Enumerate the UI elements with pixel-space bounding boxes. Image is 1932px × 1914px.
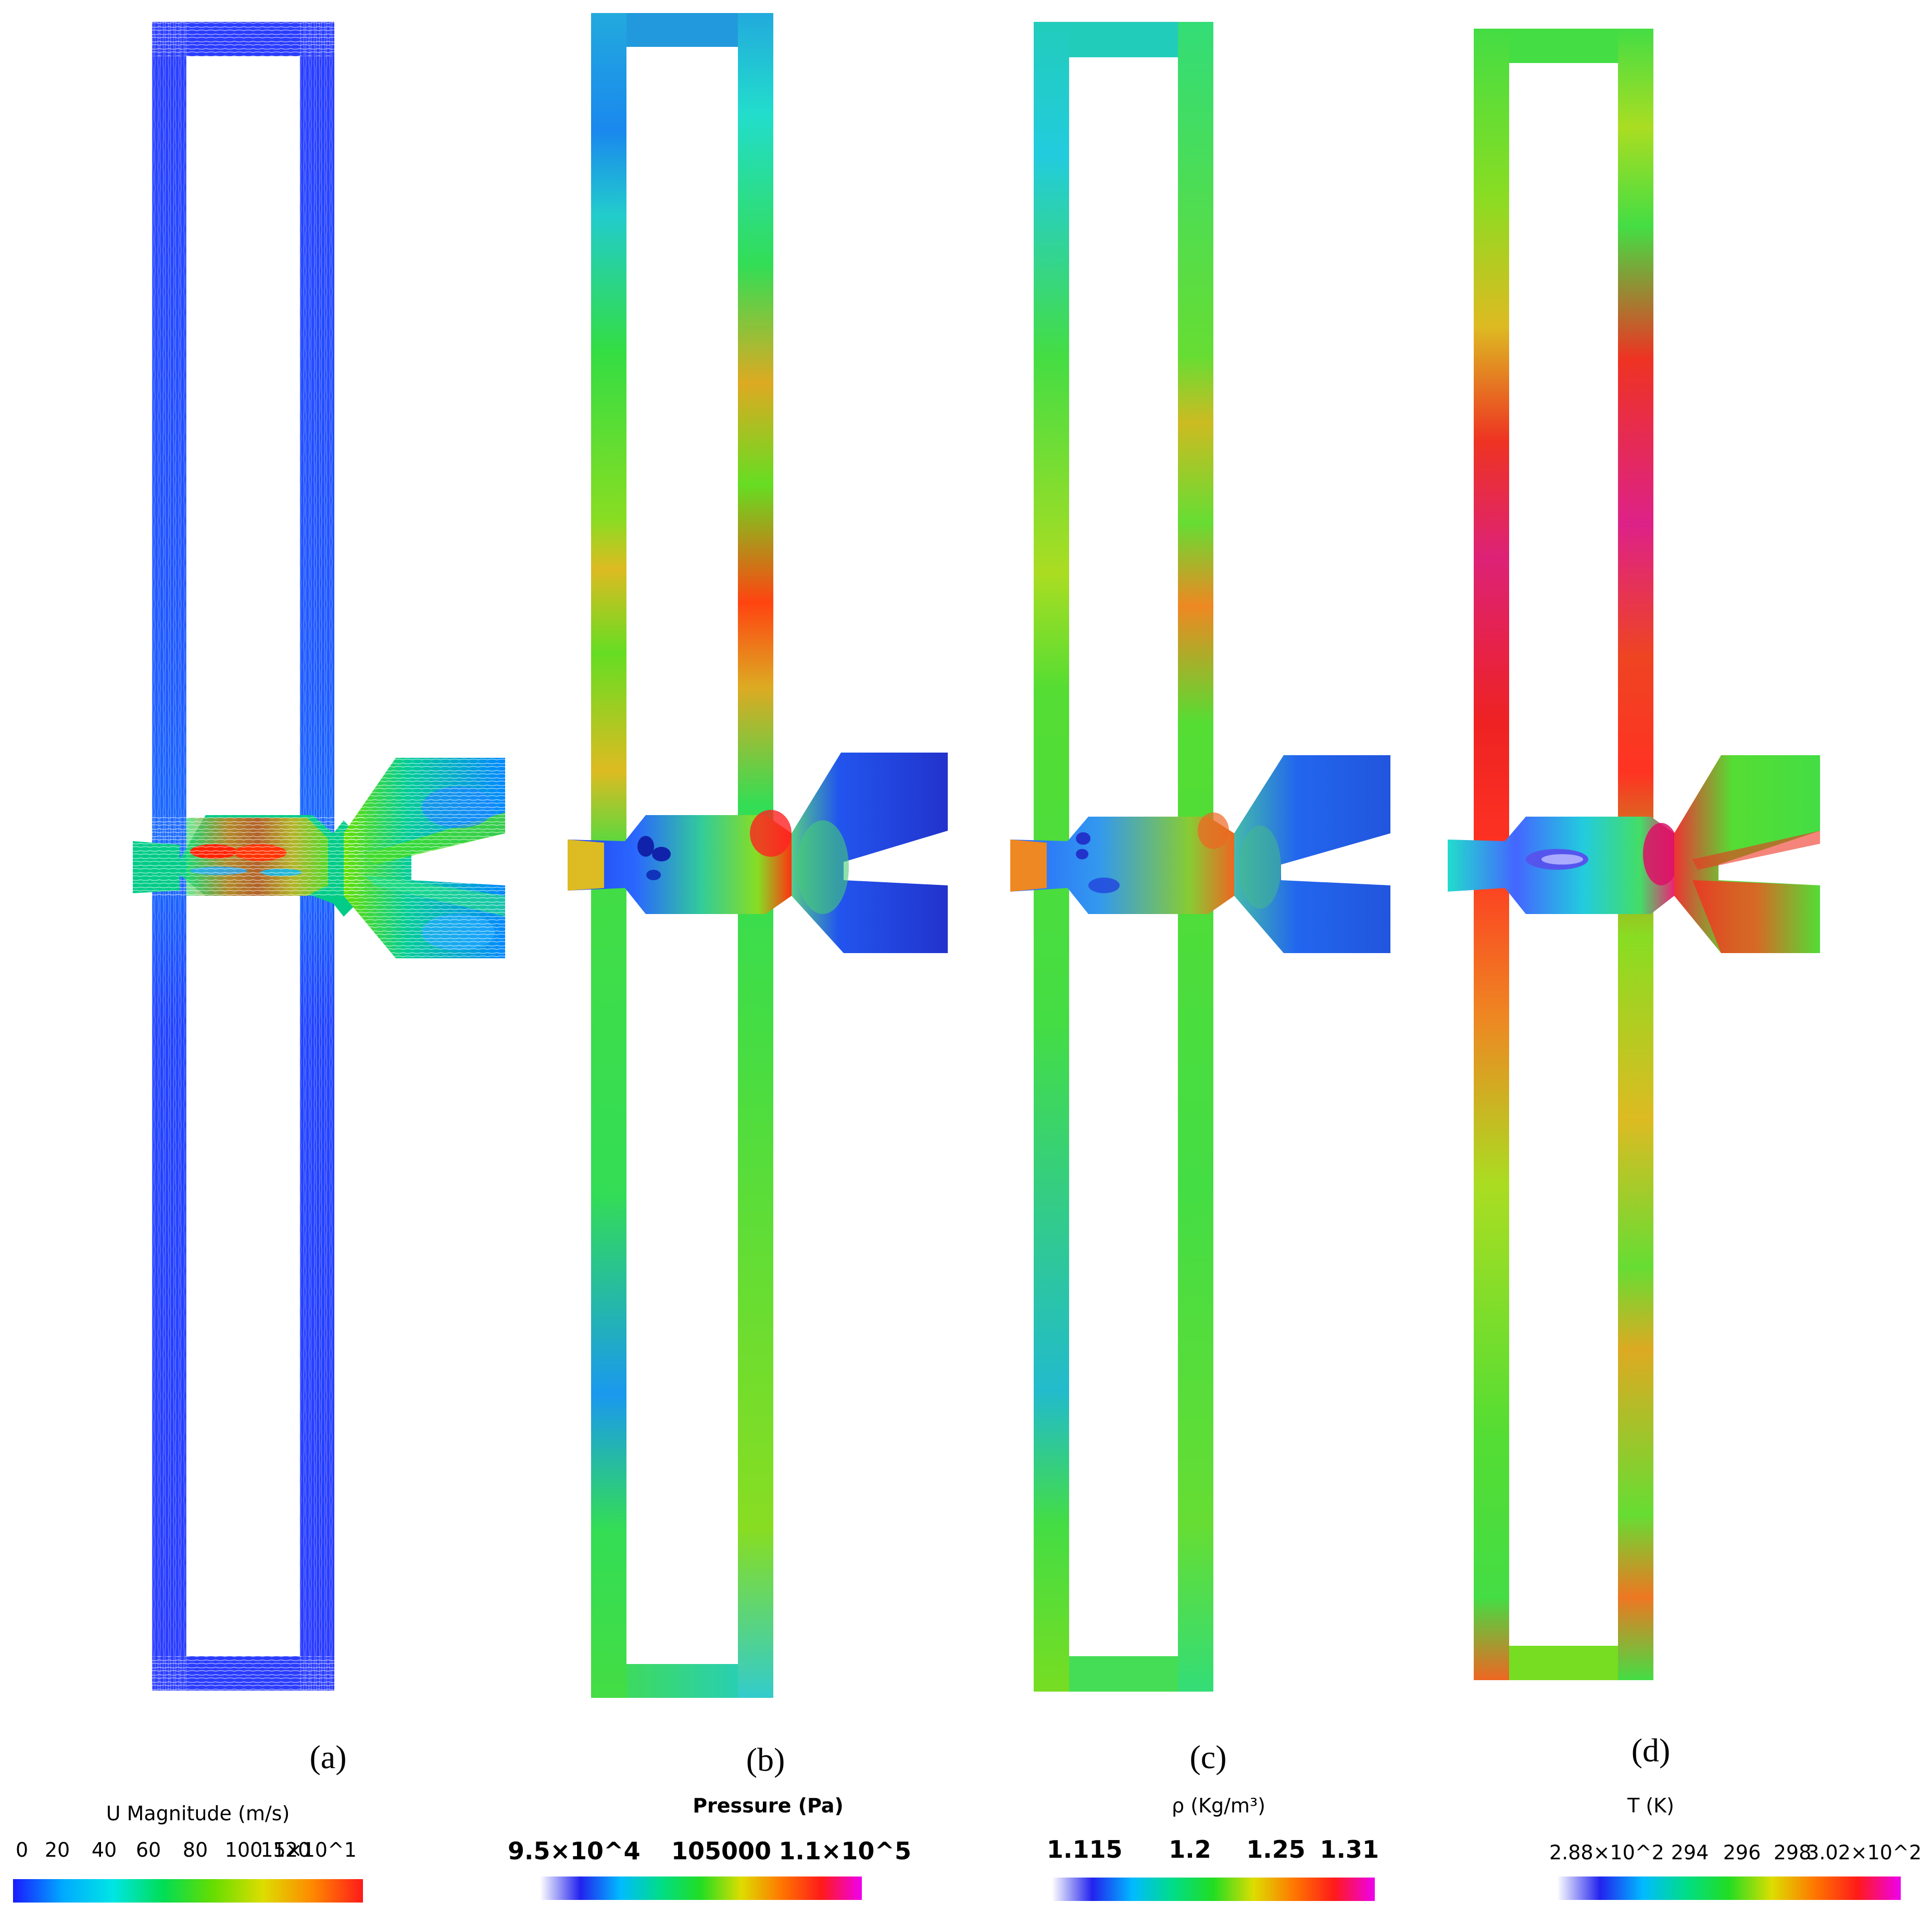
colorbar-d-title: T (K) <box>1627 1794 1674 1817</box>
panel-c-label: (c) <box>1189 1738 1226 1775</box>
colorbar-a-tick-label: 15×10^1 <box>260 1838 357 1861</box>
panel-c-outlet <box>1234 755 1390 953</box>
colorbar-a-tick-label: 120 <box>273 1838 311 1861</box>
colorbar-b-tick-label: 9.5×10^4 <box>508 1837 641 1865</box>
panel-c-chamber <box>1010 817 1234 914</box>
colorbar-a-tick-label: 40 <box>92 1838 117 1861</box>
colorbar-b-title: Pressure (Pa) <box>693 1794 844 1817</box>
colorbar-b <box>540 1877 862 1900</box>
colorbar-b-tick-label: 1.1×10^5 <box>779 1837 911 1865</box>
colorbar-a-tick-label: 100 <box>225 1838 263 1861</box>
colorbar-b-tick-label: 105000 <box>671 1837 771 1865</box>
panel-c-density-field <box>1010 22 1390 1692</box>
colorbar-c-title: ρ (Kg/m³) <box>1172 1794 1265 1817</box>
colorbar-d-tick-label: 3.02×10^2 <box>1806 1841 1922 1864</box>
panel-b-chamber <box>568 815 792 914</box>
colorbar-a-tick-label: 60 <box>136 1838 161 1861</box>
panel-a-label: (a) <box>309 1738 346 1775</box>
colorbar-c-tick-label: 1.115 <box>1047 1835 1123 1863</box>
panel-b-label: (b) <box>746 1741 785 1778</box>
colorbar-a-tick-label: 0 <box>16 1838 28 1861</box>
colorbar-d-tick-label: 294 <box>1671 1841 1709 1864</box>
colorbar-a-tick-label: 80 <box>183 1838 208 1861</box>
panel-b-pressure-field <box>568 13 948 1698</box>
colorbar-c-tick-label: 1.2 <box>1169 1835 1211 1863</box>
colorbar-d <box>1557 1877 1901 1900</box>
colorbar-c <box>1052 1878 1375 1901</box>
colorbar-d-tick-label: 298 <box>1774 1841 1812 1864</box>
panel-a-velocity-streamlines <box>133 22 505 1691</box>
panel-d-temperature-field <box>1448 29 1820 1680</box>
colorbar-a-title: U Magnitude (m/s) <box>106 1802 290 1825</box>
colorbar-c-ticks: 1.115 1.2 1.25 1.31 <box>1047 1835 1379 1863</box>
colorbar-c-tick-label: 1.25 <box>1246 1835 1306 1863</box>
colorbar-a-tick-label: 20 <box>45 1838 70 1861</box>
colorbar-b-ticks: 9.5×10^4 105000 1.1×10^5 <box>508 1837 911 1865</box>
colorbar-a <box>13 1879 363 1903</box>
panel-d-label: (d) <box>1632 1732 1671 1769</box>
colorbar-d-tick-label: 296 <box>1723 1841 1761 1864</box>
colorbar-c-tick-label: 1.31 <box>1320 1835 1379 1863</box>
colorbar-d-tick-label: 2.88×10^2 <box>1549 1841 1664 1864</box>
